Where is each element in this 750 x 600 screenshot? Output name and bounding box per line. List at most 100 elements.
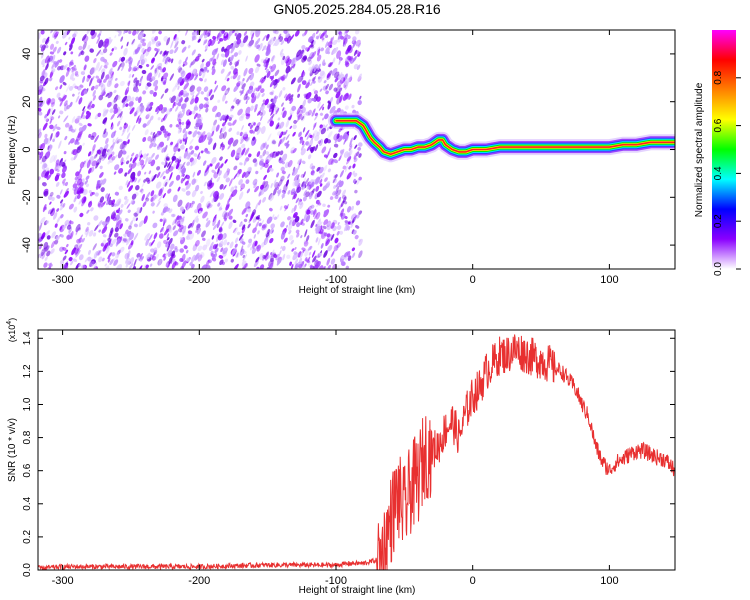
noise-speckle xyxy=(358,142,363,147)
noise-speckle xyxy=(44,36,50,45)
noise-speckle xyxy=(344,221,348,226)
noise-speckle xyxy=(303,93,308,98)
noise-speckle xyxy=(343,33,349,42)
noise-speckle xyxy=(53,154,57,162)
noise-speckle xyxy=(276,124,280,129)
noise-speckle xyxy=(51,54,56,63)
noise-speckle xyxy=(146,153,149,157)
noise-speckle xyxy=(156,166,161,171)
noise-speckle xyxy=(264,253,269,261)
noise-speckle xyxy=(313,208,317,218)
noise-speckle xyxy=(323,219,329,226)
noise-speckle xyxy=(223,212,228,220)
noise-speckle xyxy=(97,220,103,227)
noise-speckle xyxy=(353,135,357,141)
noise-speckle xyxy=(129,220,134,228)
x-tick-label: -200 xyxy=(188,274,210,286)
noise-speckle xyxy=(272,96,277,105)
noise-speckle xyxy=(76,178,83,186)
noise-speckle xyxy=(240,245,244,253)
noise-speckle xyxy=(267,133,272,142)
noise-speckle xyxy=(270,75,275,81)
noise-speckle xyxy=(66,243,69,248)
noise-speckle xyxy=(288,234,294,241)
noise-speckle xyxy=(242,254,246,259)
noise-speckle xyxy=(39,151,44,159)
noise-speckle xyxy=(325,237,329,245)
noise-speckle xyxy=(347,221,351,225)
noise-speckle xyxy=(239,162,243,166)
noise-speckle xyxy=(162,219,166,227)
noise-speckle xyxy=(246,74,252,83)
noise-speckle xyxy=(85,88,89,95)
noise-speckle xyxy=(108,75,114,83)
noise-speckle xyxy=(228,178,233,187)
noise-speckle xyxy=(205,45,208,50)
noise-speckle xyxy=(333,159,338,164)
noise-speckle xyxy=(277,189,281,194)
noise-speckle xyxy=(243,157,248,166)
noise-speckle xyxy=(82,106,86,112)
noise-speckle xyxy=(287,222,293,232)
noise-speckle xyxy=(152,132,156,136)
noise-speckle xyxy=(310,80,314,86)
noise-speckle xyxy=(244,147,250,156)
noise-speckle xyxy=(82,41,87,50)
noise-speckle xyxy=(150,194,157,203)
noise-speckle xyxy=(301,106,306,114)
noise-speckle xyxy=(241,224,246,231)
noise-speckle xyxy=(119,141,126,150)
noise-speckle xyxy=(181,188,186,192)
noise-speckle xyxy=(280,40,285,46)
noise-speckle xyxy=(206,69,210,73)
noise-speckle xyxy=(150,115,154,121)
noise-speckle xyxy=(154,67,157,72)
noise-speckle xyxy=(286,254,291,259)
noise-speckle xyxy=(145,238,150,247)
noise-speckle xyxy=(248,67,254,75)
noise-speckle xyxy=(279,48,284,56)
noise-speckle xyxy=(346,157,352,165)
noise-speckle xyxy=(83,64,87,71)
noise-speckle xyxy=(220,53,226,58)
noise-speckle xyxy=(211,197,215,203)
noise-speckle xyxy=(92,89,96,97)
noise-speckle xyxy=(62,30,68,39)
noise-speckle xyxy=(309,134,313,139)
noise-speckle xyxy=(129,96,135,104)
noise-speckle xyxy=(348,76,353,83)
noise-speckle xyxy=(229,54,234,63)
noise-speckle xyxy=(56,165,61,170)
noise-speckle xyxy=(232,71,239,80)
noise-speckle xyxy=(308,139,314,148)
noise-speckle xyxy=(321,59,326,66)
noise-speckle xyxy=(224,31,228,37)
noise-speckle xyxy=(352,36,357,41)
y-tick-label: 0 xyxy=(21,146,33,152)
noise-speckle xyxy=(129,107,135,115)
noise-speckle xyxy=(203,39,208,44)
noise-speckle xyxy=(314,224,319,231)
noise-speckle xyxy=(175,142,179,148)
noise-speckle xyxy=(304,249,309,257)
noise-speckle xyxy=(242,78,245,82)
noise-speckle xyxy=(318,218,321,222)
noise-speckle xyxy=(223,33,229,41)
noise-speckle xyxy=(316,200,321,208)
noise-speckle xyxy=(133,65,138,71)
noise-speckle xyxy=(274,38,280,47)
noise-speckle xyxy=(258,43,263,51)
noise-speckle xyxy=(85,175,90,181)
noise-speckle xyxy=(269,262,274,269)
noise-speckle xyxy=(122,150,127,155)
noise-speckle xyxy=(227,208,234,217)
noise-speckle xyxy=(331,250,335,257)
noise-speckle xyxy=(195,184,200,192)
noise-speckle xyxy=(270,182,273,189)
noise-speckle xyxy=(316,54,322,62)
x-tick-label: -100 xyxy=(325,575,347,587)
noise-speckle xyxy=(238,233,244,241)
noise-speckle xyxy=(150,136,155,143)
noise-speckle xyxy=(273,216,277,220)
noise-speckle xyxy=(245,213,249,218)
